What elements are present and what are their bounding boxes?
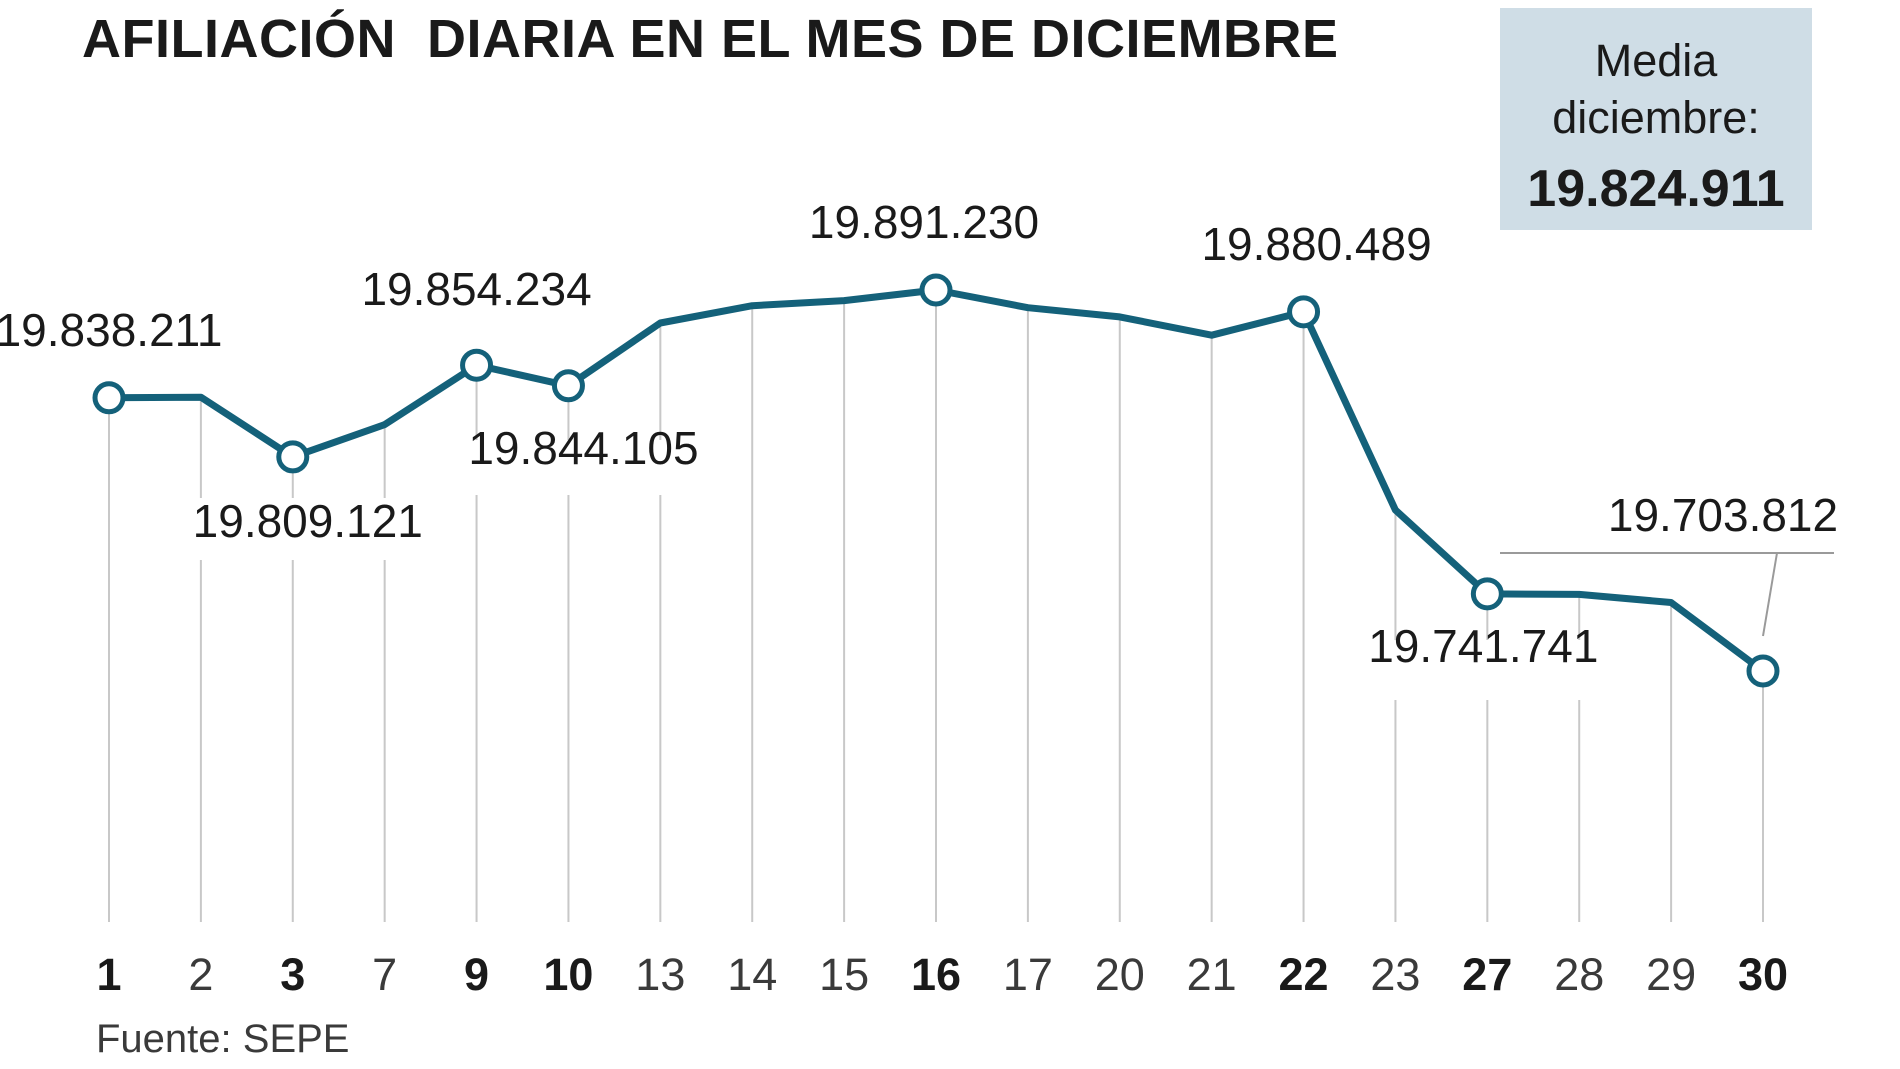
x-tick-label: 27	[1462, 949, 1512, 1000]
x-tick-label: 10	[543, 949, 593, 1000]
label-leader-line	[1500, 552, 1834, 637]
x-tick-label: 16	[911, 949, 961, 1000]
x-tick-label: 13	[635, 949, 685, 1000]
x-tick-label: 29	[1646, 949, 1696, 1000]
data-point-marker	[460, 348, 494, 382]
data-label: 19.741.741	[1368, 620, 1598, 672]
data-label: 19.838.211	[0, 304, 222, 356]
x-tick-label: 21	[1187, 949, 1237, 1000]
x-tick-label: 1	[96, 949, 121, 1000]
data-label: 19.854.234	[361, 263, 591, 315]
data-label: 19.809.121	[193, 495, 423, 547]
data-point-marker	[92, 381, 126, 415]
average-value: 19.824.911	[1527, 160, 1785, 218]
average-label: Media diciembre:	[1552, 35, 1760, 143]
x-tick-label: 2	[188, 949, 213, 1000]
chart-title: AFILIACIÓN DIARIA EN EL MES DE DICIEMBRE	[82, 9, 1339, 69]
x-tick-label: 9	[464, 949, 489, 1000]
x-tick-label: 30	[1738, 949, 1788, 1000]
average-box: Media diciembre: 19.824.911	[1500, 8, 1812, 230]
x-tick-label: 17	[1003, 949, 1053, 1000]
data-point-marker	[1746, 654, 1780, 688]
data-label: 19.891.230	[809, 196, 1039, 248]
data-label: 19.703.812	[1608, 489, 1838, 541]
data-point-marker	[551, 369, 585, 403]
x-tick-label: 28	[1554, 949, 1604, 1000]
data-label: 19.844.105	[468, 422, 698, 474]
x-tick-label: 20	[1095, 949, 1145, 1000]
data-point-marker	[1470, 577, 1504, 611]
data-point-marker	[919, 273, 953, 307]
data-label: 19.880.489	[1201, 218, 1431, 270]
data-point-marker	[1287, 295, 1321, 329]
source-note: Fuente: SEPE	[96, 1017, 350, 1061]
x-tick-label: 15	[819, 949, 869, 1000]
x-tick-label: 23	[1370, 949, 1420, 1000]
data-point-marker	[276, 440, 310, 474]
x-tick-label: 7	[372, 949, 397, 1000]
x-tick-label: 3	[280, 949, 305, 1000]
x-tick-label: 22	[1279, 949, 1329, 1000]
x-tick-label: 14	[727, 949, 777, 1000]
